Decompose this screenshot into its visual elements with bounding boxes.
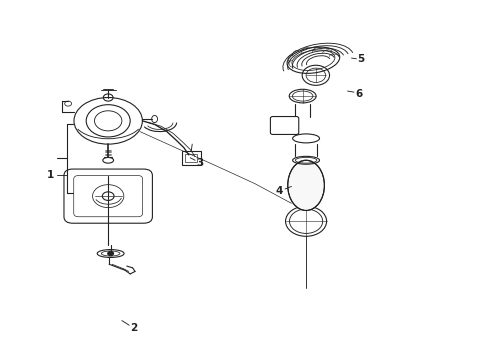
Bar	[276, 124, 284, 130]
Text: 1: 1	[47, 170, 54, 180]
Text: 4: 4	[276, 186, 283, 197]
FancyBboxPatch shape	[270, 117, 299, 134]
Text: 2: 2	[130, 323, 137, 333]
Circle shape	[108, 251, 114, 256]
Text: 6: 6	[355, 89, 362, 99]
Text: 5: 5	[357, 54, 365, 64]
Ellipse shape	[288, 160, 324, 211]
Bar	[182, 151, 201, 165]
Bar	[185, 154, 197, 162]
Bar	[285, 126, 291, 129]
Text: 3: 3	[196, 158, 203, 168]
Bar	[304, 203, 309, 208]
